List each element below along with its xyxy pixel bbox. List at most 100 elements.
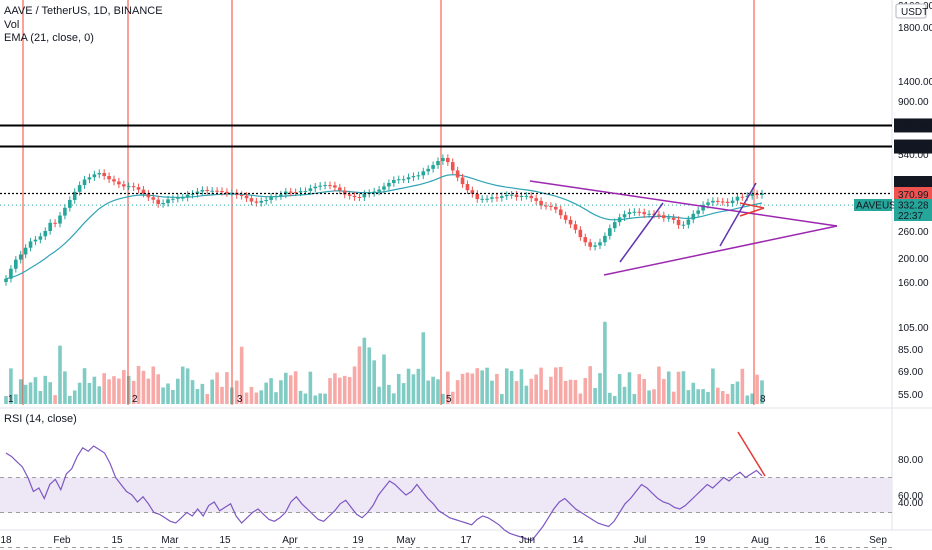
candle-body[interactable]	[68, 199, 72, 208]
candle-body[interactable]	[215, 190, 219, 192]
candle-body[interactable]	[465, 184, 470, 191]
candle-body[interactable]	[288, 191, 293, 193]
candle-body[interactable]	[107, 176, 111, 180]
candle-body[interactable]	[716, 200, 720, 202]
candle-body[interactable]	[455, 170, 460, 178]
candle-body[interactable]	[274, 196, 278, 198]
candle-body[interactable]	[730, 200, 735, 204]
candle-body[interactable]	[608, 228, 612, 236]
candle-body[interactable]	[416, 175, 421, 177]
candle-body[interactable]	[333, 185, 337, 188]
candle-body[interactable]	[622, 214, 627, 218]
candle-body[interactable]	[627, 212, 632, 215]
candle-body[interactable]	[18, 254, 23, 260]
candle-body[interactable]	[401, 179, 406, 181]
triangle-upper-trendline[interactable]	[529, 180, 838, 227]
candle-body[interactable]	[671, 217, 676, 220]
candle-body[interactable]	[490, 197, 494, 199]
candle-body[interactable]	[637, 211, 642, 213]
candle-body[interactable]	[298, 191, 303, 193]
candle-body[interactable]	[254, 201, 259, 203]
candle-body[interactable]	[558, 209, 563, 216]
candle-body[interactable]	[446, 157, 450, 163]
candle-body[interactable]	[666, 217, 671, 219]
candle-body[interactable]	[156, 199, 160, 204]
candle-body[interactable]	[117, 181, 121, 185]
candle-body[interactable]	[244, 195, 249, 199]
candle-body[interactable]	[662, 215, 666, 219]
candle-body[interactable]	[524, 195, 529, 197]
candle-body[interactable]	[421, 171, 426, 176]
candle-body[interactable]	[185, 194, 190, 198]
candle-body[interactable]	[588, 242, 592, 247]
candle-body[interactable]	[347, 194, 352, 196]
candle-body[interactable]	[598, 242, 602, 246]
candle-body[interactable]	[323, 185, 327, 187]
candle-body[interactable]	[436, 161, 440, 166]
candle-body[interactable]	[171, 198, 175, 200]
candle-body[interactable]	[151, 197, 156, 200]
candle-body[interactable]	[97, 172, 102, 175]
candle-body[interactable]	[205, 189, 210, 192]
candle-body[interactable]	[578, 229, 583, 238]
candle-body[interactable]	[740, 196, 745, 198]
candle-body[interactable]	[126, 186, 131, 188]
candle-body[interactable]	[691, 213, 696, 220]
candle-body[interactable]	[720, 201, 725, 203]
candle-body[interactable]	[14, 259, 18, 269]
candle-body[interactable]	[686, 219, 691, 225]
candle-body[interactable]	[563, 215, 568, 220]
candle-body[interactable]	[87, 177, 92, 180]
candle-body[interactable]	[431, 165, 435, 169]
candle-body[interactable]	[470, 190, 475, 194]
candle-body[interactable]	[406, 177, 411, 180]
candle-body[interactable]	[43, 231, 48, 237]
candle-body[interactable]	[657, 214, 661, 216]
candle-body[interactable]	[352, 195, 357, 198]
candle-body[interactable]	[122, 184, 126, 187]
candle-body[interactable]	[568, 219, 573, 225]
candle-body[interactable]	[328, 185, 332, 187]
candle-body[interactable]	[195, 191, 200, 194]
candle-body[interactable]	[426, 168, 430, 172]
candle-body[interactable]	[583, 237, 588, 243]
candle-body[interactable]	[220, 191, 224, 193]
candle-body[interactable]	[161, 203, 165, 205]
candle-body[interactable]	[681, 224, 686, 226]
candle-body[interactable]	[441, 157, 445, 162]
candle-body[interactable]	[190, 193, 195, 195]
candle-body[interactable]	[549, 205, 553, 207]
candle-body[interactable]	[642, 212, 646, 215]
candle-body[interactable]	[696, 210, 700, 214]
candle-body[interactable]	[72, 191, 77, 200]
candle-body[interactable]	[38, 236, 43, 240]
candle-body[interactable]	[480, 198, 484, 200]
candle-body[interactable]	[593, 245, 597, 247]
candle-body[interactable]	[131, 186, 136, 188]
candle-body[interactable]	[475, 193, 480, 200]
candle-body[interactable]	[504, 194, 509, 197]
candle-body[interactable]	[387, 183, 391, 187]
candle-body[interactable]	[706, 202, 710, 205]
candle-body[interactable]	[514, 194, 519, 198]
candle-body[interactable]	[4, 278, 8, 282]
candle-body[interactable]	[269, 196, 273, 200]
candle-body[interactable]	[249, 198, 254, 202]
candle-body[interactable]	[303, 191, 308, 193]
candle-body[interactable]	[239, 194, 244, 196]
candle-body[interactable]	[382, 186, 386, 190]
candle-body[interactable]	[318, 185, 322, 187]
candle-body[interactable]	[225, 191, 229, 193]
price-pane[interactable]	[0, 0, 892, 405]
candle-body[interactable]	[647, 213, 651, 215]
candle-body[interactable]	[28, 241, 33, 248]
candle-body[interactable]	[23, 247, 28, 255]
candle-body[interactable]	[279, 194, 283, 197]
candle-body[interactable]	[63, 207, 67, 216]
candle-body[interactable]	[210, 190, 214, 192]
candle-body[interactable]	[509, 194, 514, 196]
candle-body[interactable]	[632, 211, 637, 213]
candle-body[interactable]	[377, 189, 381, 192]
candle-body[interactable]	[230, 192, 234, 194]
triangle-lower-trendline[interactable]	[603, 225, 838, 276]
